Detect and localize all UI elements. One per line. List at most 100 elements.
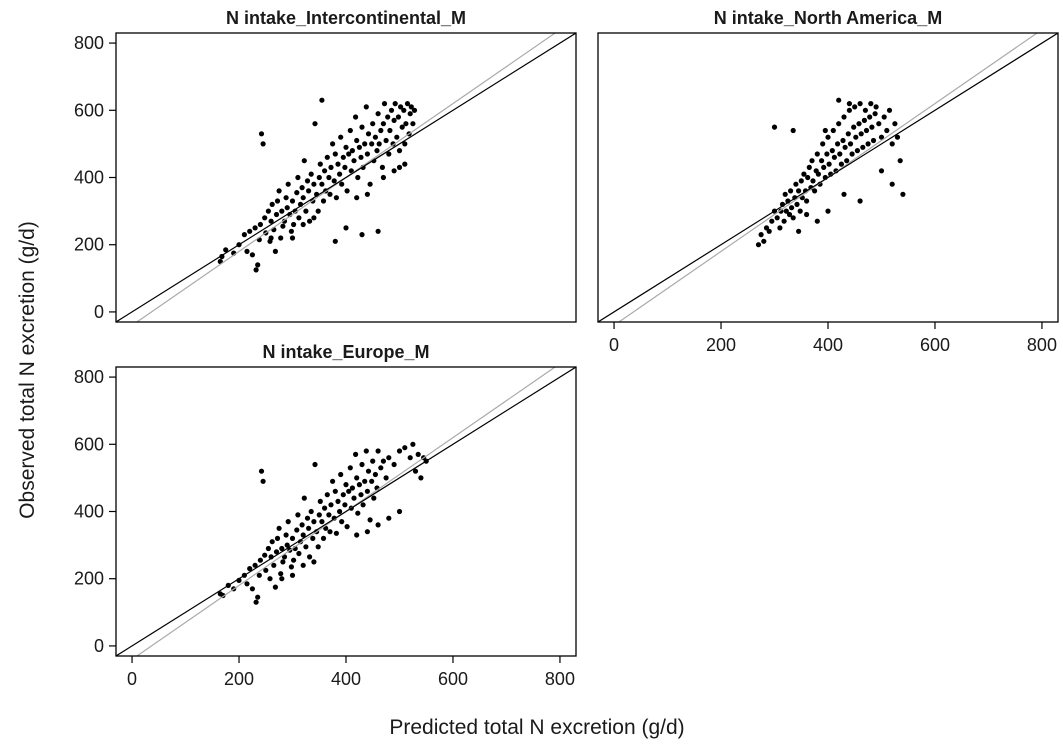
data-point — [300, 221, 306, 228]
data-point — [351, 495, 357, 501]
data-point — [821, 164, 827, 170]
data-point — [857, 101, 863, 107]
data-point — [280, 223, 286, 229]
data-point — [379, 164, 385, 170]
data-point — [338, 134, 344, 140]
data-point — [798, 178, 804, 184]
data-point — [319, 97, 325, 103]
data-point — [355, 174, 361, 181]
data-point — [303, 544, 309, 550]
y-axis-label: Observed total N excretion (g/d) — [16, 221, 39, 519]
data-point — [797, 208, 803, 214]
data-point — [870, 137, 877, 144]
data-point — [339, 181, 345, 187]
data-point — [344, 188, 350, 194]
data-point — [311, 559, 317, 565]
data-point — [285, 181, 291, 187]
data-point — [311, 181, 317, 187]
data-point — [826, 161, 832, 167]
data-point — [894, 134, 901, 140]
reference-line — [116, 33, 576, 322]
data-point — [316, 174, 322, 181]
data-point — [316, 512, 322, 518]
data-point — [303, 208, 309, 214]
data-point — [395, 114, 401, 120]
data-point — [365, 131, 372, 137]
data-point — [774, 215, 780, 221]
data-point — [330, 478, 336, 484]
data-point — [355, 510, 361, 516]
data-point — [317, 498, 323, 504]
data-point — [794, 201, 800, 207]
data-point — [296, 215, 302, 221]
y-tick-label: 600 — [74, 100, 104, 120]
data-point — [344, 524, 350, 530]
data-point — [337, 171, 343, 177]
data-point — [838, 161, 845, 167]
data-point — [347, 465, 353, 471]
data-point — [276, 188, 282, 194]
data-point — [317, 161, 323, 167]
data-point — [339, 519, 345, 525]
data-point — [284, 205, 290, 211]
data-point — [332, 238, 338, 244]
data-point — [301, 158, 307, 164]
data-point — [359, 461, 365, 468]
panel-2: N intake_North America_M 0 200 400 600 800 — [597, 8, 1059, 355]
data-point — [354, 475, 360, 481]
data-point — [273, 549, 280, 555]
data-point — [385, 114, 391, 120]
data-point — [272, 248, 278, 254]
data-point — [299, 185, 305, 191]
x-tick-label: 400 — [331, 669, 361, 689]
data-point — [411, 107, 418, 113]
data-point — [322, 168, 328, 174]
plot-area — [116, 33, 576, 322]
data-point — [278, 571, 284, 577]
data-point — [412, 468, 419, 474]
data-point — [333, 530, 339, 536]
data-point — [304, 178, 311, 184]
data-point — [815, 171, 822, 177]
data-point — [387, 127, 393, 134]
data-point — [769, 218, 775, 224]
data-point — [886, 107, 893, 113]
data-point — [289, 572, 296, 578]
data-point — [249, 252, 255, 258]
data-point — [299, 522, 305, 528]
data-point — [884, 127, 890, 134]
data-point — [349, 485, 355, 491]
data-point — [415, 451, 421, 457]
data-point — [822, 127, 828, 134]
data-point — [375, 111, 381, 117]
data-point — [396, 508, 403, 515]
data-point — [837, 151, 843, 157]
data-point — [853, 134, 859, 140]
x-tick-label: 200 — [706, 335, 736, 355]
data-point — [241, 232, 247, 238]
data-point — [307, 218, 313, 224]
data-point — [348, 168, 354, 174]
data-point — [265, 545, 271, 552]
panel-title: N intake_Europe_M — [262, 342, 429, 362]
plot-area — [598, 33, 1058, 322]
data-point — [796, 188, 802, 194]
data-point — [294, 527, 300, 533]
data-point — [252, 225, 258, 231]
data-point — [840, 137, 846, 144]
data-point — [289, 235, 296, 241]
data-point — [308, 171, 314, 177]
data-point — [372, 471, 378, 478]
data-point — [306, 188, 312, 194]
x-tick-label: 400 — [813, 335, 843, 355]
data-point — [319, 519, 325, 525]
data-point — [804, 211, 810, 218]
data-point — [335, 161, 341, 167]
data-point — [820, 141, 826, 147]
data-point — [267, 576, 273, 582]
data-point — [340, 492, 346, 498]
panel-title: N intake_North America_M — [714, 8, 942, 28]
data-point — [388, 107, 395, 113]
x-tick-label: 600 — [438, 669, 468, 689]
data-point — [319, 181, 325, 187]
